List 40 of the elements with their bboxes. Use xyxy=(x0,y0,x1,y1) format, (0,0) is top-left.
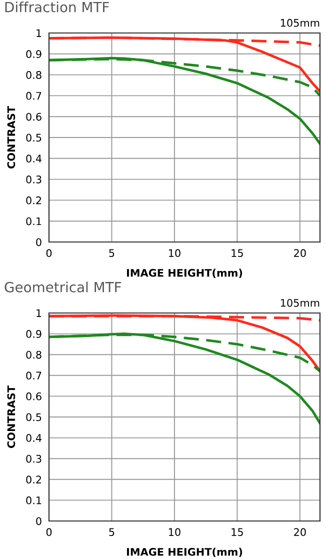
y-tick-label: 0.8 xyxy=(26,350,42,359)
y-axis-title: CONTRAST xyxy=(7,386,16,448)
x-axis-title: IMAGE HEIGHT(mm) xyxy=(127,268,242,278)
y-tick-label: 0.6 xyxy=(26,392,42,400)
x-tick-label: 0 xyxy=(46,249,52,258)
x-tick-label: 15 xyxy=(232,528,243,536)
x-tick-label: 20 xyxy=(294,528,306,536)
y-tick-label: 0.4 xyxy=(26,154,42,163)
x-tick-label: 20 xyxy=(294,249,306,258)
x-tick-label: 0 xyxy=(46,528,52,536)
y-tick-label: 0.2 xyxy=(26,196,42,204)
y-tick-label: 1 xyxy=(36,29,42,37)
y-tick-label: 0.7 xyxy=(26,372,42,380)
y-tick-label: 0 xyxy=(36,517,42,526)
y-tick-label: 0.7 xyxy=(26,92,42,100)
x-tick-label: 5 xyxy=(109,249,114,258)
x-tick-label: 15 xyxy=(232,249,243,258)
chart-title: Geometrical MTF xyxy=(4,282,121,292)
x-tick-label: 10 xyxy=(168,249,180,258)
y-tick-label: 0.2 xyxy=(26,476,42,484)
y-axis-title: CONTRAST xyxy=(7,106,16,168)
y-tick-label: 1 xyxy=(36,309,42,317)
y-tick-label: 0.9 xyxy=(26,330,42,338)
y-tick-label: 0.9 xyxy=(26,50,42,58)
y-tick-label: 0.5 xyxy=(26,134,42,142)
y-tick-label: 0.3 xyxy=(26,176,42,184)
y-tick-label: 0.6 xyxy=(26,112,42,121)
y-tick-label: 0.3 xyxy=(26,454,42,463)
y-tick-label: 0.1 xyxy=(26,496,42,504)
text: 105mm xyxy=(280,18,320,27)
y-tick-label: 0 xyxy=(36,238,42,246)
x-tick-label: 10 xyxy=(168,528,180,536)
y-tick-label: 0.5 xyxy=(26,413,42,422)
y-tick-label: 0.4 xyxy=(26,434,42,442)
text: 105mm xyxy=(280,298,320,307)
y-tick-label: 0.8 xyxy=(26,71,42,79)
chart-title: Diffraction MTF xyxy=(5,2,109,12)
x-axis-title: IMAGE HEIGHT(mm) xyxy=(127,548,242,558)
y-tick-label: 0.1 xyxy=(26,217,42,226)
x-tick-label: 5 xyxy=(109,528,114,536)
